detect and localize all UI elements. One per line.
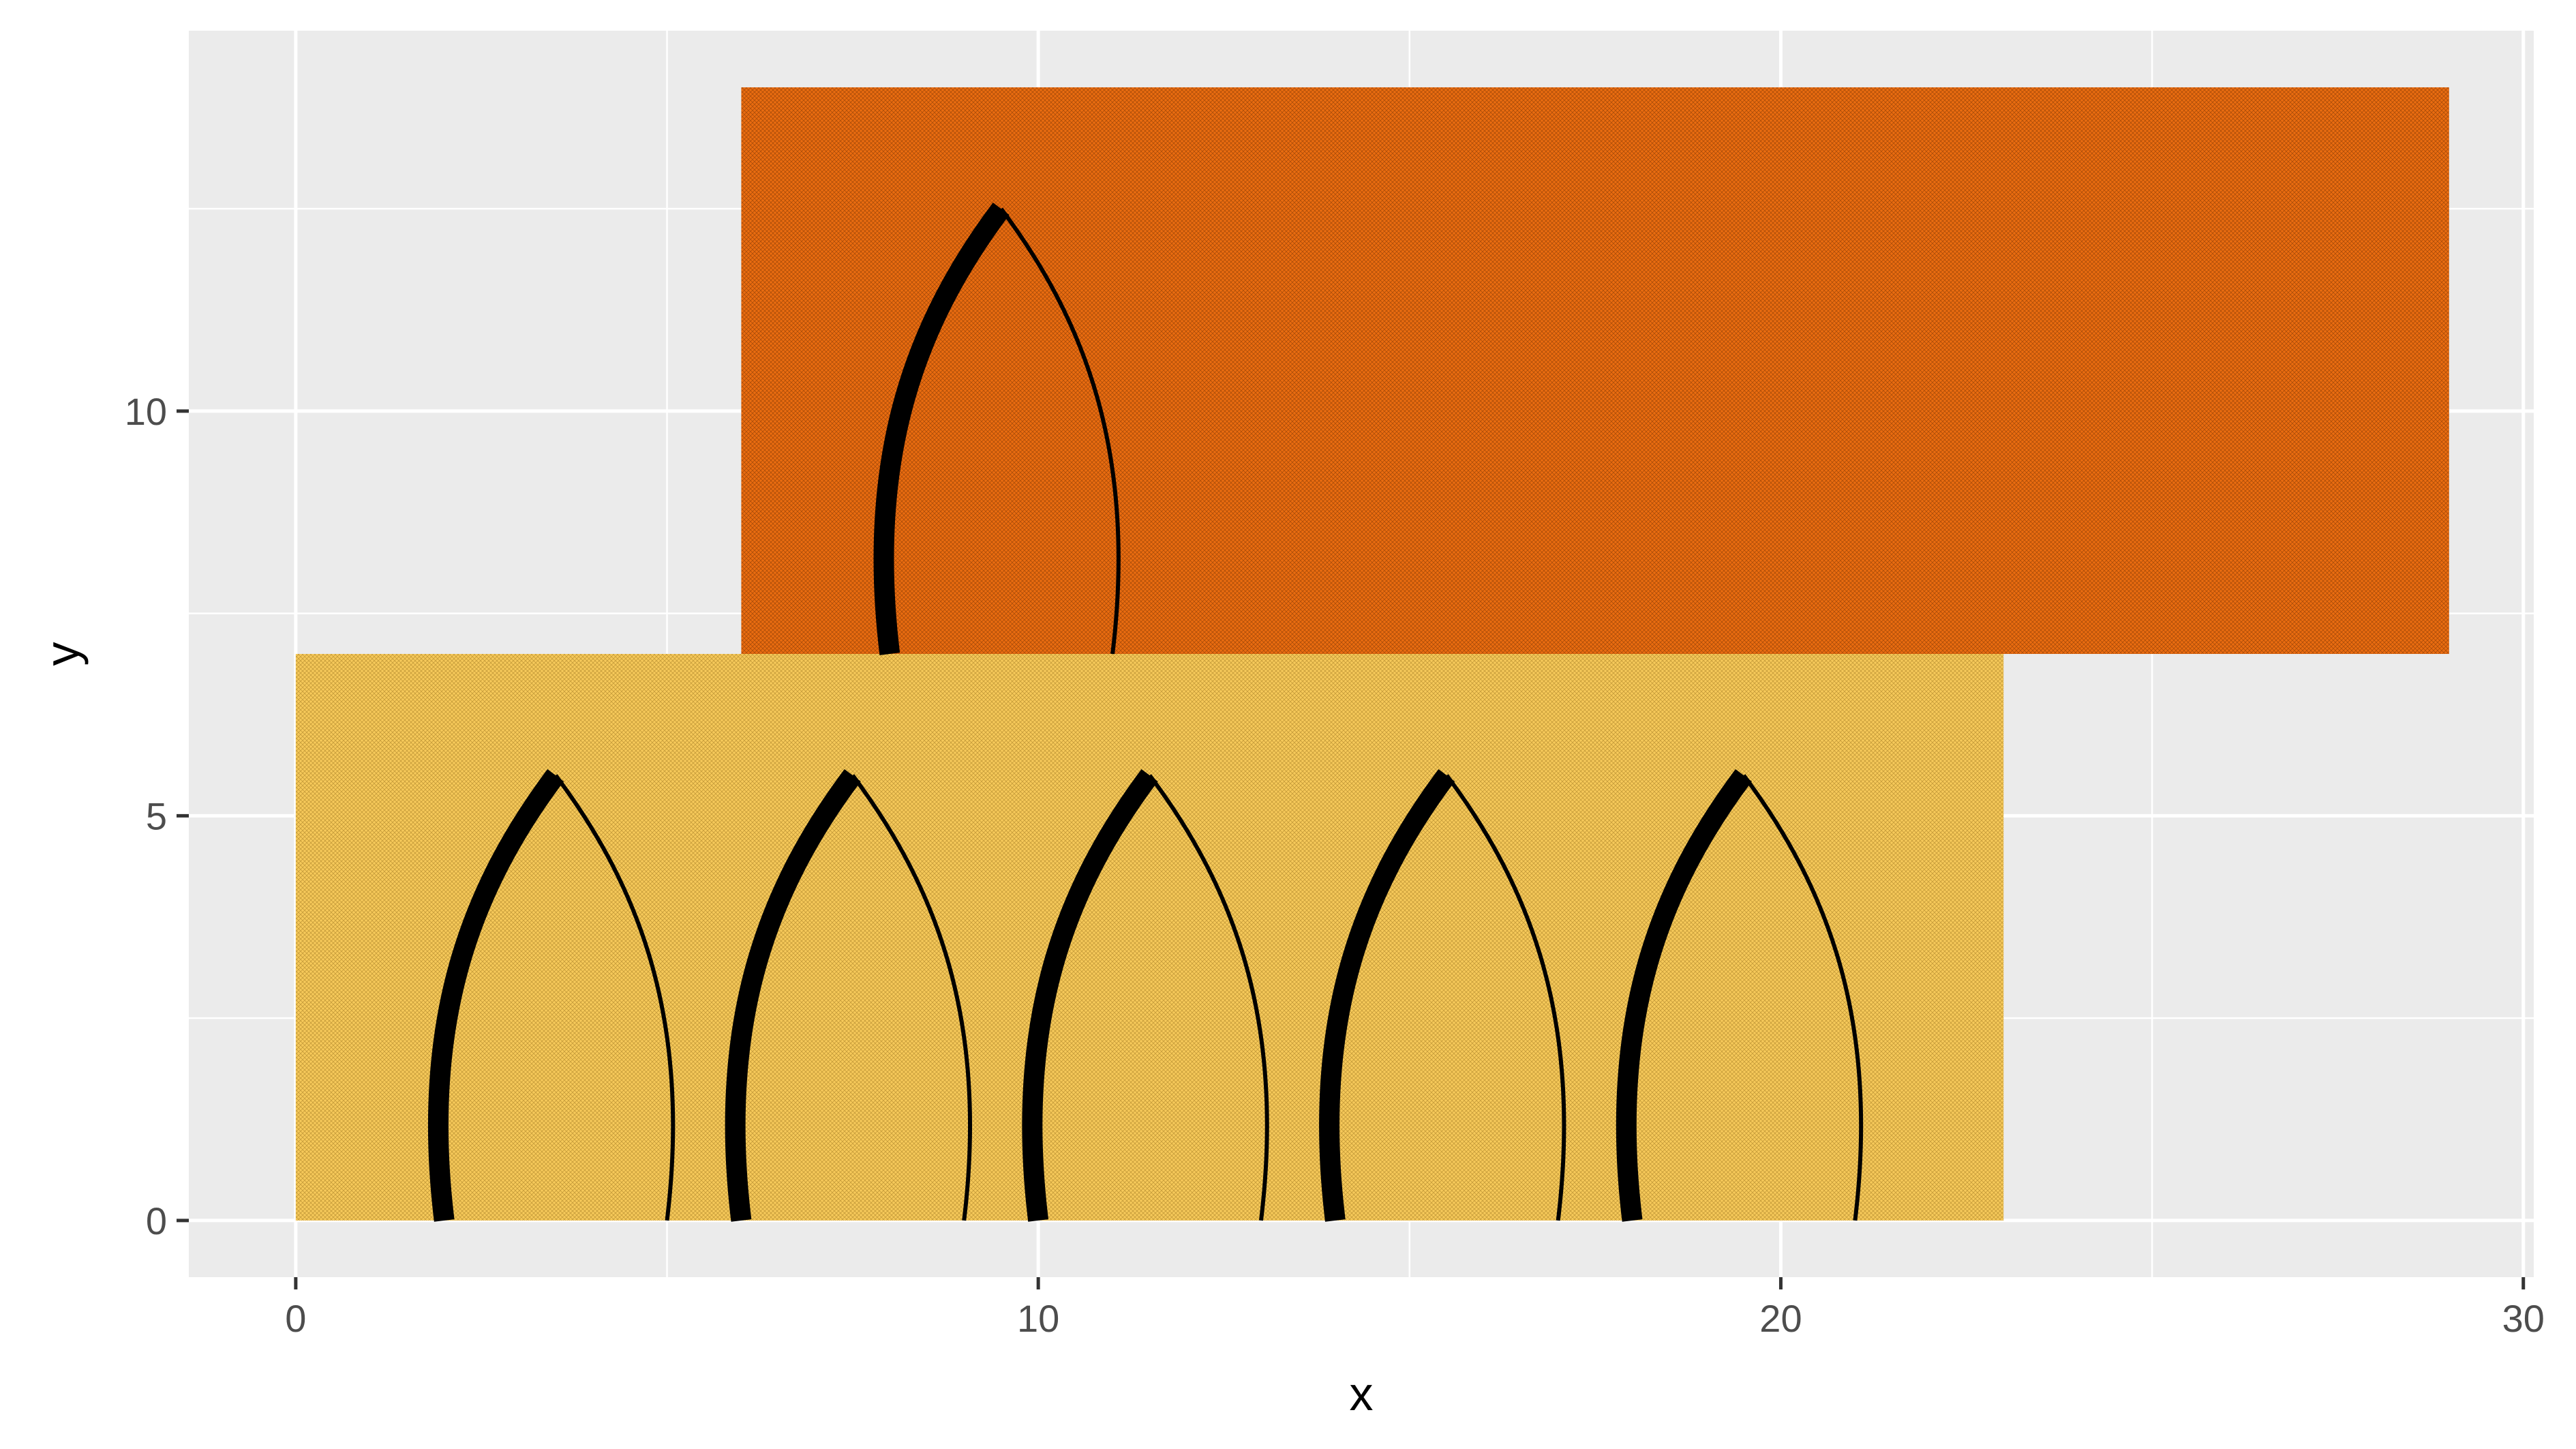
y-tick-label: 5: [146, 794, 167, 837]
curve-1-right: [554, 774, 676, 1221]
y-tick-label: 10: [125, 390, 167, 433]
x-tick-label: 20: [1759, 1297, 1802, 1340]
curve-2-left: [725, 769, 861, 1222]
curve-4-right: [1444, 774, 1566, 1221]
y-tick-label: 0: [146, 1199, 167, 1242]
axis-tick-labels: 0 10 20 30 0 5 10: [125, 390, 2545, 1340]
curve-5-left: [1616, 769, 1752, 1222]
rect-2: [741, 87, 2449, 654]
curve-1-left: [427, 769, 564, 1222]
x-tick-label: 0: [285, 1297, 306, 1340]
rectangles-layer: [295, 87, 2449, 1221]
y-axis-title: y: [35, 642, 89, 666]
rect-1: [295, 654, 2004, 1221]
x-tick-label: 30: [2502, 1297, 2545, 1340]
curve-6-left: [873, 203, 1010, 655]
curve-3-right: [1148, 774, 1269, 1221]
curve-2-right: [851, 774, 973, 1221]
curves-layer: [427, 203, 1864, 1222]
x-tick-label: 10: [1017, 1297, 1059, 1340]
curve-6-right: [999, 207, 1121, 655]
curve-3-left: [1022, 769, 1158, 1222]
curve-4-left: [1319, 769, 1455, 1222]
x-axis-title: x: [1350, 1367, 1374, 1420]
axis-ticks: [177, 409, 2526, 1289]
curve-5-right: [1742, 774, 1864, 1221]
